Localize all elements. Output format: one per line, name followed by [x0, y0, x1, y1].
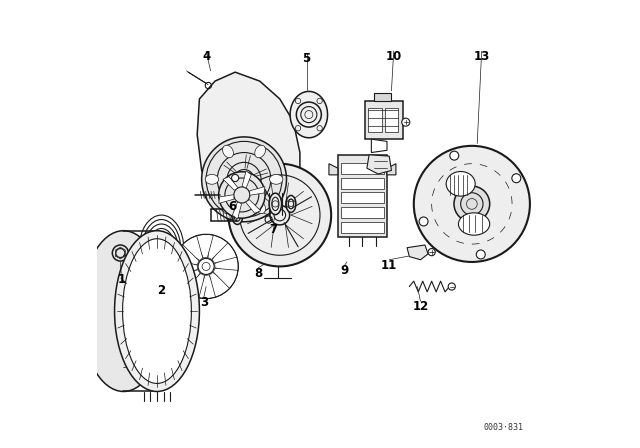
Ellipse shape [446, 172, 475, 196]
Ellipse shape [81, 231, 166, 392]
Bar [338, 155, 387, 237]
Circle shape [428, 249, 435, 256]
Text: 3: 3 [200, 296, 208, 309]
Text: 1: 1 [117, 273, 125, 286]
Text: 9: 9 [340, 264, 349, 277]
Polygon shape [246, 200, 260, 213]
Polygon shape [407, 245, 428, 260]
Bar [365, 101, 403, 139]
Polygon shape [174, 245, 199, 265]
Polygon shape [367, 155, 392, 174]
Ellipse shape [269, 193, 282, 215]
Text: 4: 4 [202, 50, 210, 63]
Polygon shape [290, 91, 328, 138]
Ellipse shape [286, 195, 296, 212]
Polygon shape [175, 270, 200, 292]
Circle shape [512, 174, 521, 183]
Polygon shape [197, 72, 300, 237]
Circle shape [419, 217, 428, 226]
Circle shape [160, 247, 163, 250]
Polygon shape [212, 241, 237, 263]
Polygon shape [223, 177, 238, 190]
Polygon shape [184, 273, 204, 298]
Circle shape [414, 146, 530, 262]
Polygon shape [199, 275, 219, 298]
Circle shape [219, 172, 265, 218]
Bar [341, 207, 384, 218]
Circle shape [476, 250, 485, 259]
Ellipse shape [123, 239, 191, 383]
Text: 8: 8 [254, 267, 262, 280]
Bar [385, 108, 398, 133]
Text: 6: 6 [228, 200, 236, 213]
Ellipse shape [458, 213, 490, 235]
Polygon shape [250, 186, 265, 195]
Circle shape [228, 164, 331, 267]
Text: 7: 7 [269, 223, 277, 236]
Text: 2: 2 [157, 284, 166, 297]
Ellipse shape [255, 145, 266, 158]
Ellipse shape [223, 201, 234, 214]
Circle shape [202, 137, 287, 222]
Bar [341, 177, 384, 189]
Text: 0003·831: 0003·831 [483, 423, 523, 432]
Polygon shape [209, 272, 232, 297]
Bar [341, 192, 384, 203]
Polygon shape [193, 234, 213, 258]
Ellipse shape [115, 231, 200, 392]
Polygon shape [371, 139, 387, 152]
Polygon shape [213, 268, 238, 289]
Ellipse shape [255, 201, 266, 214]
Bar [368, 108, 382, 133]
Bar [374, 93, 392, 101]
Bar [341, 163, 384, 174]
Polygon shape [208, 234, 228, 259]
Circle shape [402, 118, 410, 126]
Bar [341, 222, 384, 233]
Text: 13: 13 [474, 50, 490, 63]
Polygon shape [174, 259, 198, 279]
Circle shape [450, 151, 459, 160]
Polygon shape [219, 195, 234, 203]
Text: 12: 12 [412, 300, 429, 313]
Ellipse shape [205, 174, 219, 184]
Polygon shape [232, 202, 241, 219]
Ellipse shape [269, 174, 283, 184]
Text: 11: 11 [381, 258, 397, 271]
Circle shape [448, 283, 455, 290]
Ellipse shape [223, 145, 234, 158]
Polygon shape [242, 171, 252, 188]
Polygon shape [329, 164, 338, 175]
Polygon shape [387, 164, 396, 175]
Polygon shape [180, 236, 203, 260]
Ellipse shape [232, 206, 243, 224]
Polygon shape [214, 254, 238, 274]
Circle shape [454, 186, 490, 222]
Circle shape [232, 174, 239, 181]
Text: 10: 10 [385, 50, 402, 63]
Text: 5: 5 [303, 52, 311, 65]
